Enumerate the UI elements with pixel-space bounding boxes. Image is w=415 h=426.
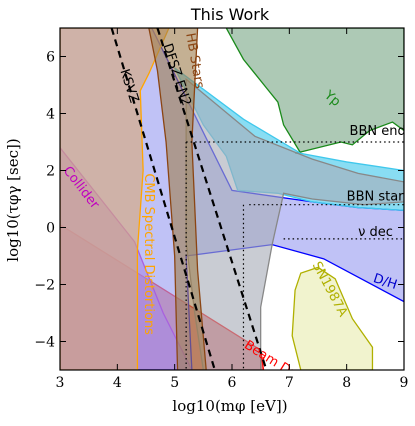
label-d-h: D/H	[371, 271, 399, 293]
y-tick-label: 6	[46, 50, 55, 66]
x-axis-title: log10(mφ [eV])	[172, 397, 287, 415]
y-tick-label: −2	[34, 278, 55, 294]
x-tick-label: 7	[285, 375, 294, 391]
x-tick-label: 4	[113, 375, 122, 391]
x-tick-label: 3	[56, 375, 65, 391]
region-hb-stars	[148, 28, 207, 370]
x-tick-label: 6	[228, 375, 237, 391]
y-tick-label: 0	[46, 221, 55, 237]
y-tick-label: 4	[46, 107, 55, 123]
region-yp	[225, 28, 404, 155]
x-tick-label: 8	[342, 375, 351, 391]
x-tick-label: 9	[400, 375, 409, 391]
y-tick-label: 2	[46, 164, 55, 180]
x-tick-label: 5	[170, 375, 179, 391]
chart-title: This Work	[190, 5, 270, 24]
y-axis-title: log10(τφγ [sec])	[4, 138, 22, 261]
region-sn1987a	[291, 266, 374, 370]
label-dec: ν dec	[358, 225, 393, 240]
y-tick-label: −4	[34, 335, 55, 351]
label-bbn-start: BBN start	[347, 189, 409, 204]
label-bbn-end: BBN end	[350, 124, 406, 139]
label-cmb-spectral-distortions: CMB Spectral Distortions	[141, 173, 156, 335]
